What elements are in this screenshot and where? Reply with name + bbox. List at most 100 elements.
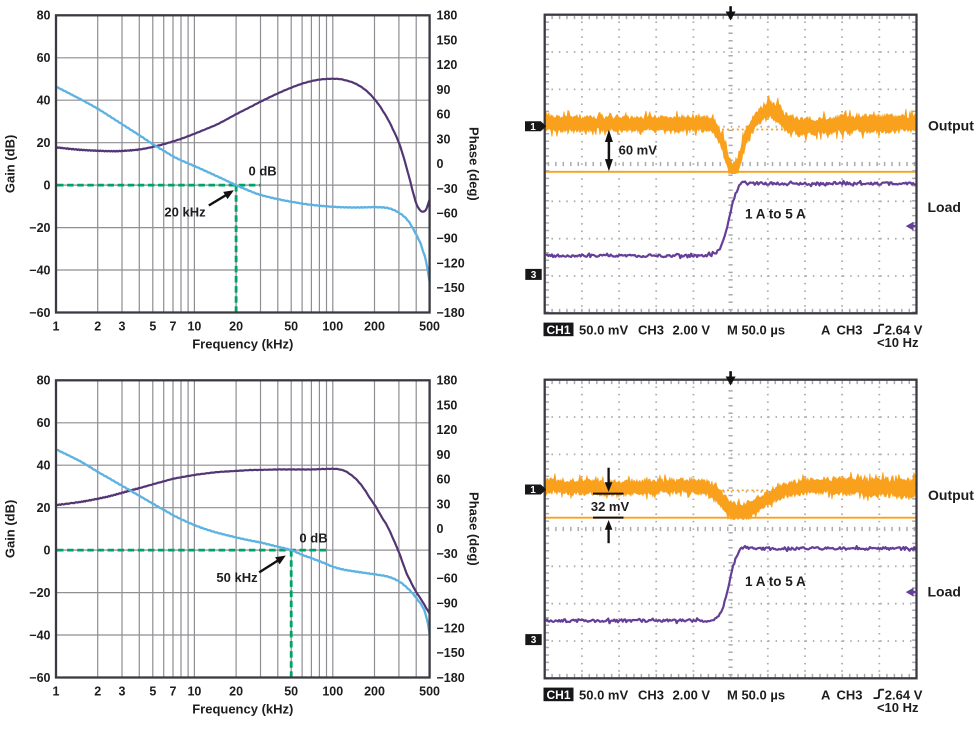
svg-text:Output: Output [928,117,974,133]
svg-text:10: 10 [187,320,201,334]
svg-text:20: 20 [37,501,51,515]
svg-text:50: 50 [284,685,298,699]
svg-text:2: 2 [94,685,101,699]
svg-text:CH3: CH3 [837,322,863,337]
svg-text:−150: −150 [437,281,465,295]
svg-text:32 mV: 32 mV [591,499,630,514]
svg-text:1: 1 [53,320,60,334]
svg-text:−30: −30 [437,547,458,561]
svg-text:Load: Load [928,199,961,215]
svg-text:−120: −120 [437,256,465,270]
svg-text:Frequency (kHz): Frequency (kHz) [192,336,293,351]
svg-text:A: A [821,687,831,702]
svg-text:CH3: CH3 [638,322,664,337]
svg-text:40: 40 [37,459,51,473]
svg-text:0 dB: 0 dB [299,531,327,546]
svg-text:0: 0 [437,157,444,171]
svg-text:−60: −60 [437,572,458,586]
svg-text:0: 0 [437,522,444,536]
svg-text:1: 1 [53,685,60,699]
svg-text:10: 10 [187,685,201,699]
svg-text:3: 3 [119,320,126,334]
svg-text:−40: −40 [29,263,50,277]
svg-text:40: 40 [37,94,51,108]
svg-text:A: A [821,322,831,337]
svg-text:500: 500 [419,685,440,699]
svg-text:5: 5 [149,685,156,699]
svg-text:0: 0 [44,178,51,192]
svg-text:20: 20 [229,685,243,699]
svg-text:90: 90 [437,83,451,97]
svg-text:60: 60 [37,51,51,65]
svg-text:−60: −60 [29,671,50,685]
svg-text:−30: −30 [437,182,458,196]
svg-text:1: 1 [530,122,536,133]
svg-text:−150: −150 [437,646,465,660]
svg-text:Gain (dB): Gain (dB) [3,500,18,559]
svg-text:60 mV: 60 mV [619,142,658,157]
svg-text:<10 Hz: <10 Hz [877,700,919,715]
svg-text:Frequency (kHz): Frequency (kHz) [192,701,293,716]
svg-text:2.64 V: 2.64 V [885,687,923,702]
svg-text:20 kHz: 20 kHz [164,205,206,220]
svg-text:80: 80 [37,9,51,23]
svg-text:2.00 V: 2.00 V [673,322,711,337]
svg-text:CH1: CH1 [546,323,570,337]
svg-text:M 50.0 µs: M 50.0 µs [727,322,785,337]
svg-text:20: 20 [37,136,51,150]
svg-text:7: 7 [170,320,177,334]
svg-text:0: 0 [44,543,51,557]
svg-text:60: 60 [437,473,451,487]
svg-text:−180: −180 [437,671,465,685]
svg-text:200: 200 [364,685,385,699]
svg-text:180: 180 [437,9,458,23]
svg-text:120: 120 [437,423,458,437]
svg-text:CH3: CH3 [837,687,863,702]
svg-text:2: 2 [94,320,101,334]
svg-text:60: 60 [437,108,451,122]
svg-text:20: 20 [229,320,243,334]
svg-text:2.64 V: 2.64 V [885,322,923,337]
svg-text:180: 180 [437,374,458,388]
svg-text:7: 7 [170,685,177,699]
svg-text:−120: −120 [437,621,465,635]
svg-text:5: 5 [149,320,156,334]
svg-text:M 50.0 µs: M 50.0 µs [727,687,785,702]
svg-text:Phase (deg): Phase (deg) [467,127,482,201]
svg-text:2.00 V: 2.00 V [673,687,711,702]
svg-text:120: 120 [437,58,458,72]
svg-text:1 A to 5 A: 1 A to 5 A [745,206,806,221]
svg-text:3: 3 [531,270,537,281]
svg-text:150: 150 [437,33,458,47]
svg-text:−180: −180 [437,306,465,320]
svg-text:3: 3 [119,685,126,699]
svg-text:Phase (deg): Phase (deg) [467,492,482,566]
svg-text:100: 100 [322,685,343,699]
svg-text:200: 200 [364,320,385,334]
svg-text:50 kHz: 50 kHz [216,570,258,585]
svg-text:−90: −90 [437,232,458,246]
svg-text:90: 90 [437,448,451,462]
svg-text:−60: −60 [29,306,50,320]
svg-text:−90: −90 [437,597,458,611]
svg-text:CH3: CH3 [638,687,664,702]
svg-text:100: 100 [322,320,343,334]
svg-text:60: 60 [37,416,51,430]
svg-text:−40: −40 [29,628,50,642]
svg-text:0 dB: 0 dB [249,164,277,179]
svg-text:50: 50 [284,320,298,334]
svg-text:Output: Output [928,487,974,503]
svg-text:50.0 mV: 50.0 mV [579,687,628,702]
svg-text:30: 30 [437,497,451,511]
svg-text:CH1: CH1 [546,688,570,702]
svg-text:−60: −60 [437,207,458,221]
svg-text:<10 Hz: <10 Hz [877,335,919,350]
svg-text:Load: Load [928,584,961,600]
svg-text:1: 1 [530,485,536,496]
svg-text:150: 150 [437,398,458,412]
svg-text:−20: −20 [29,586,50,600]
svg-text:−20: −20 [29,221,50,235]
svg-text:80: 80 [37,374,51,388]
svg-text:30: 30 [437,132,451,146]
svg-text:3: 3 [531,635,537,646]
